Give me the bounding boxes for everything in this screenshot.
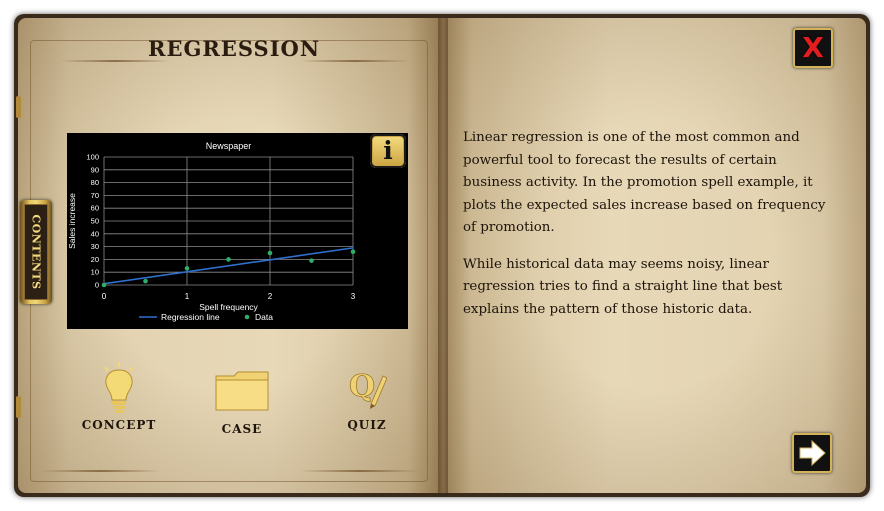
right-page (442, 18, 866, 493)
concept-button[interactable]: CONCEPT (80, 362, 158, 432)
arrow-right-icon (799, 439, 826, 467)
info-icon: i (383, 136, 393, 165)
y-tick-label: 70 (91, 191, 99, 200)
y-tick-label: 40 (91, 229, 99, 238)
y-tick-label: 100 (86, 153, 99, 162)
folder-icon (215, 371, 269, 411)
data-point (143, 278, 148, 284)
case-label: CASE (221, 422, 263, 436)
y-tick-label: 30 (91, 242, 99, 251)
close-button[interactable]: X (793, 28, 833, 68)
y-tick-label: 20 (91, 255, 99, 264)
contents-tab-label: CONTENTS (29, 214, 43, 290)
y-tick-label: 10 (91, 268, 99, 277)
quiz-label: QUIZ (347, 418, 387, 432)
x-tick-label: 3 (351, 292, 356, 301)
regression-chart: 0 10 20 30 40 50 60 70 80 90 100 0 1 2 3 Newspaper Spell… (67, 133, 408, 329)
chart-title: Newspaper (206, 141, 252, 151)
x-tick-label: 2 (268, 292, 273, 301)
paragraph-2: While historical data may seems noisy, l… (463, 256, 783, 317)
title-flourish-right (300, 60, 410, 62)
y-tick-label: 90 (91, 165, 99, 174)
legend-label-data: Data (255, 312, 273, 322)
x-axis-label: Spell frequency (199, 302, 258, 312)
x-tick-label: 0 (102, 292, 107, 301)
x-tick-label: 1 (185, 292, 190, 301)
description-text: Linear regression is one of the most com… (463, 127, 839, 335)
svg-text:Q: Q (349, 369, 375, 404)
title-flourish-left (60, 60, 170, 62)
concept-label: CONCEPT (81, 418, 157, 432)
bottom-flourish-right (300, 470, 420, 472)
case-button[interactable]: CASE (206, 370, 278, 436)
contents-tab[interactable]: CONTENTS (20, 200, 52, 304)
data-point (226, 257, 231, 262)
book-clasp-top (16, 96, 21, 118)
regression-chart-svg: 0 10 20 30 40 50 60 70 80 90 100 0 1 2 3 Newspaper Spell… (67, 141, 356, 322)
book-clasp-bottom (16, 396, 21, 418)
legend-point-swatch (244, 314, 250, 320)
next-page-button[interactable] (792, 433, 832, 473)
y-tick-label: 0 (95, 281, 99, 290)
info-button[interactable]: i (370, 134, 406, 168)
bottom-flourish-left (40, 470, 160, 472)
paragraph-1: Linear regression is one of the most com… (463, 130, 826, 235)
page-title: REGRESSION (148, 36, 321, 61)
data-point (184, 266, 190, 271)
quiz-icon: Q (349, 369, 388, 409)
regression-line (103, 247, 354, 285)
y-tick-label: 50 (91, 217, 99, 226)
data-point (267, 250, 273, 256)
y-tick-label: 60 (91, 204, 99, 213)
quiz-button[interactable]: Q QUIZ (336, 368, 398, 432)
lightbulb-icon (104, 362, 134, 413)
data-point (101, 282, 107, 288)
y-tick-label: 80 (91, 178, 99, 187)
data-point (309, 258, 314, 263)
y-axis-label: Sales increase (67, 193, 77, 249)
close-icon: X (802, 31, 824, 64)
book-spine (438, 18, 448, 493)
legend-label-regression: Regression line (161, 312, 220, 322)
data-point (350, 249, 356, 255)
